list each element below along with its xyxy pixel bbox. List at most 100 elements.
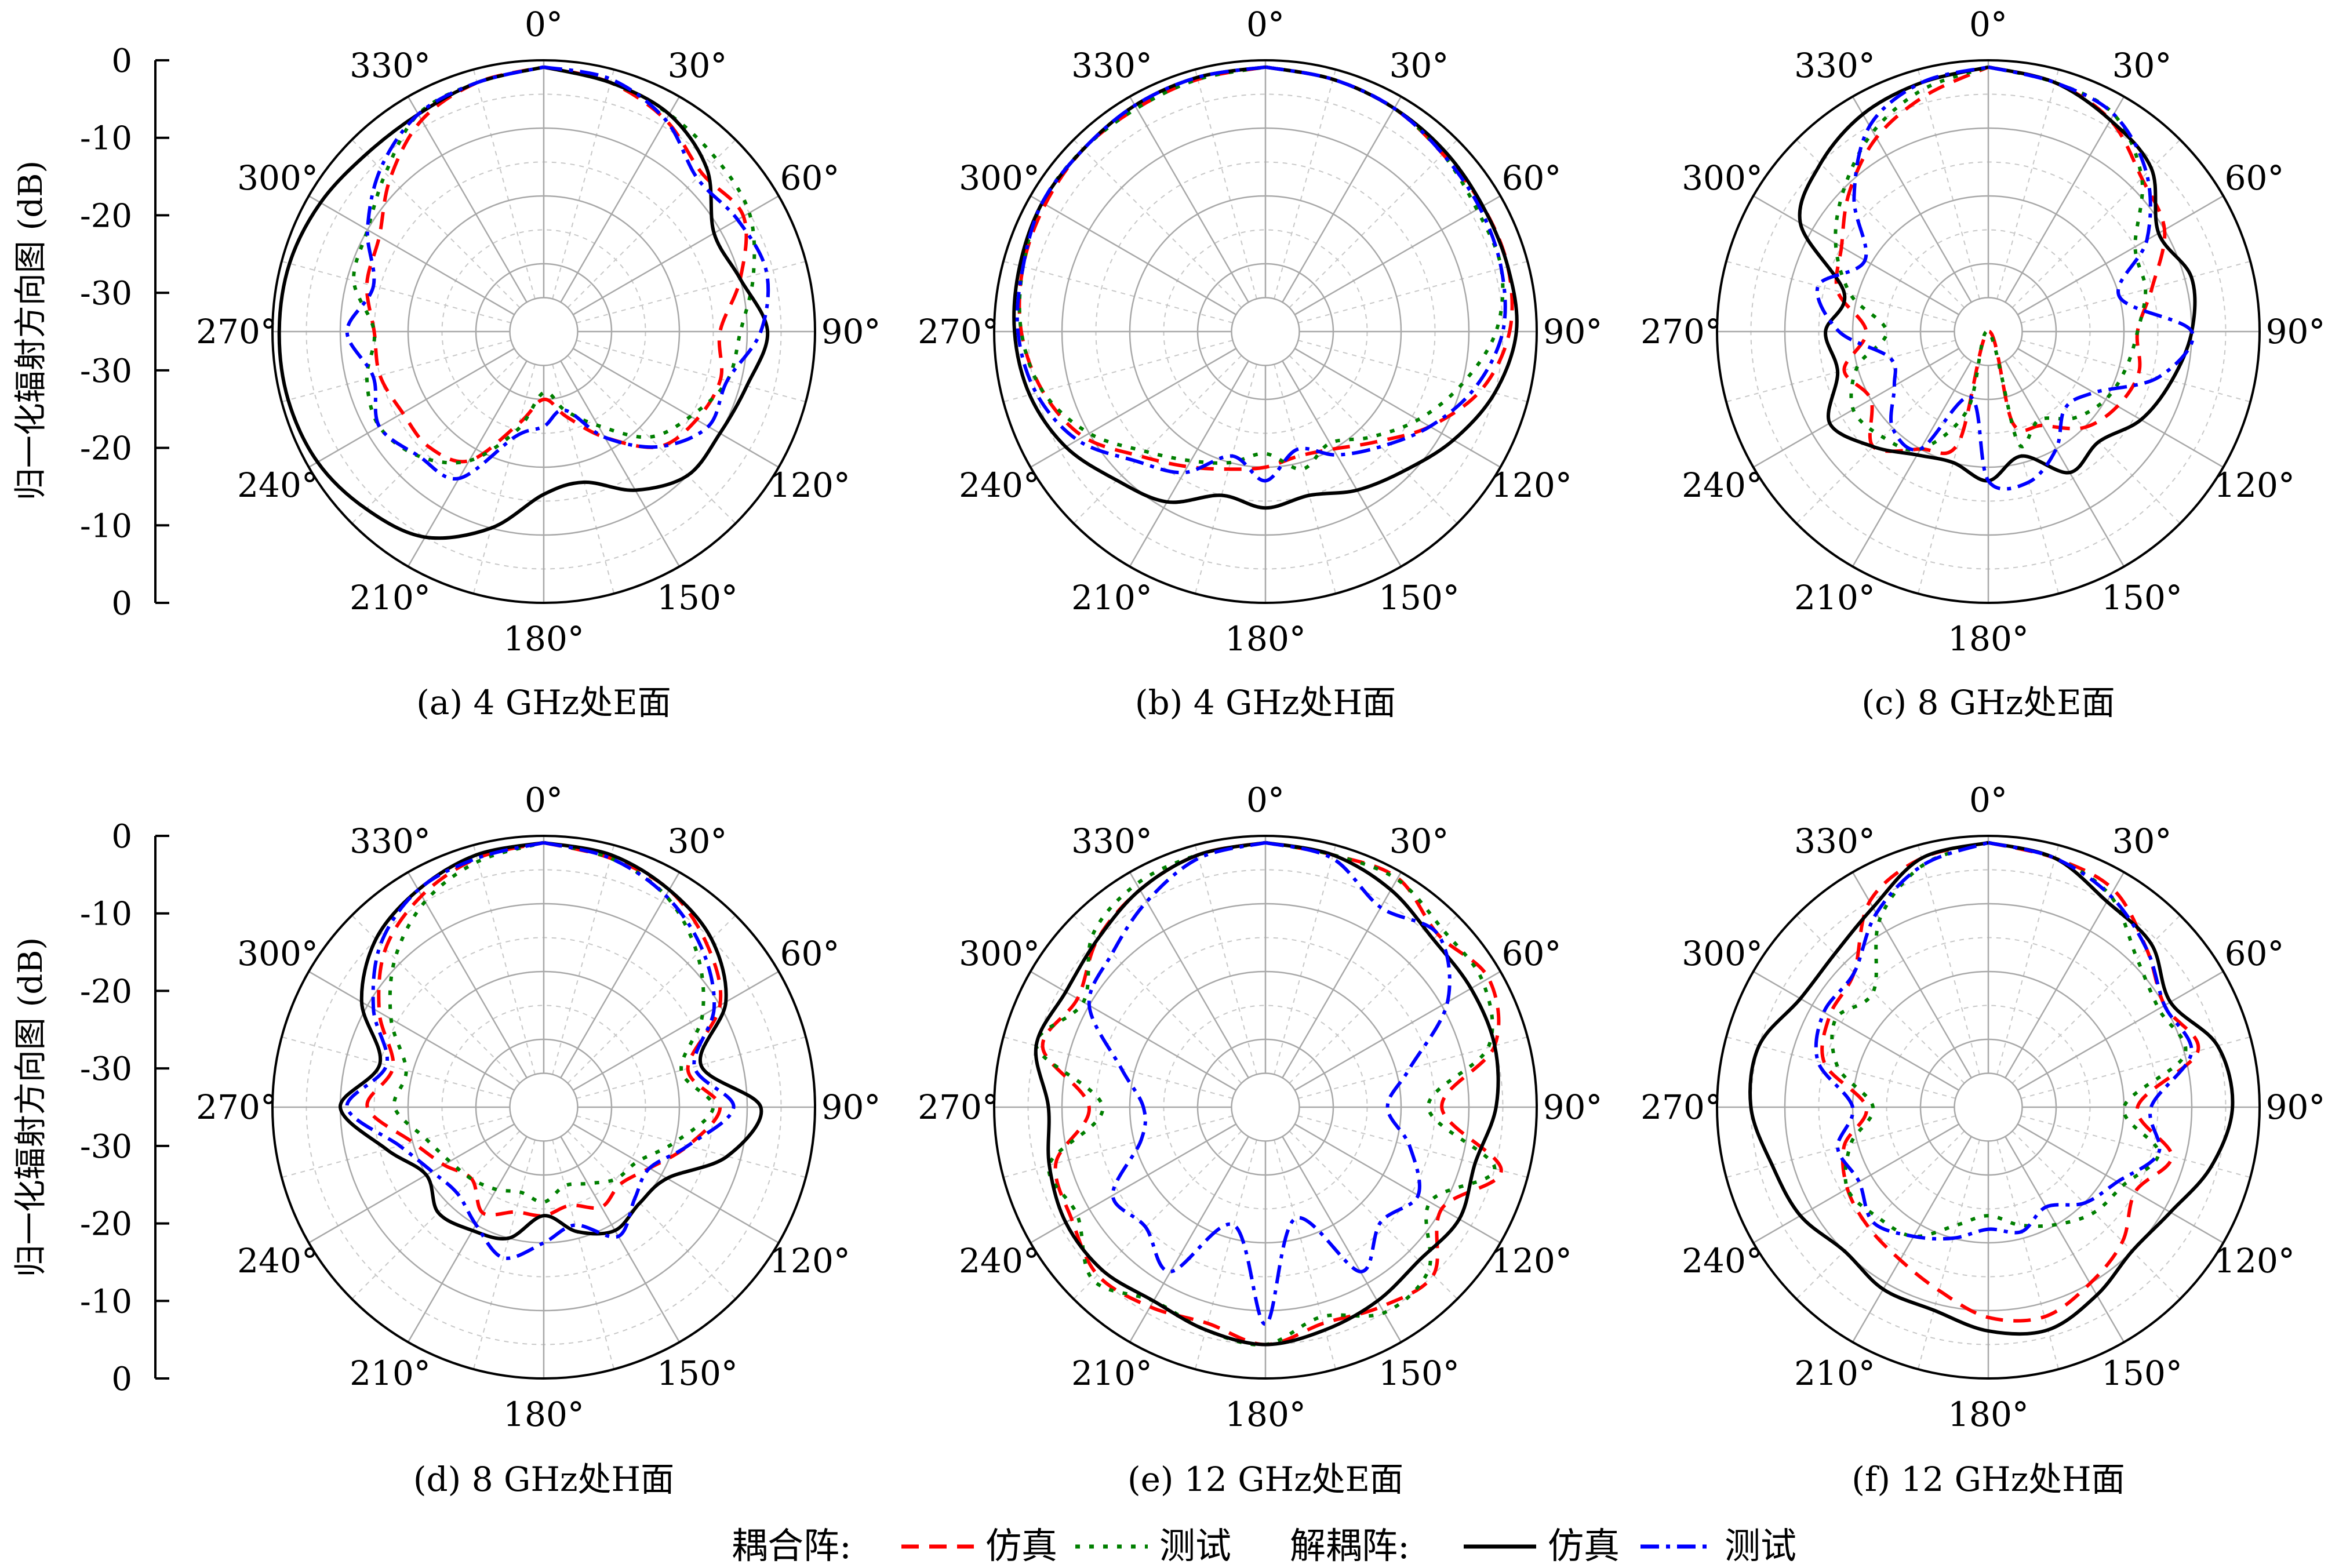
angle-label-0-f: 0°: [1969, 780, 2007, 820]
minor-grid-spoke: [1298, 260, 1528, 323]
inner-grid-circle: [509, 1072, 579, 1142]
legend-decoupled-meas-label: 测试: [1725, 1525, 1796, 1567]
angle-label-30-e: 30°: [1389, 821, 1449, 861]
minor-grid-spoke: [1194, 845, 1257, 1075]
major-grid-spoke: [308, 348, 515, 468]
major-grid-spoke: [1753, 1123, 1959, 1244]
angle-label-90-f: 90°: [2266, 1087, 2326, 1127]
angle-label-120-f: 120°: [2214, 1241, 2295, 1280]
angle-label-150-b: 150°: [1378, 578, 1460, 617]
major-grid-spoke: [1294, 348, 1501, 468]
series-decoupled-sim-e: [1034, 841, 1500, 1347]
series-coupled-sim-f: [1820, 841, 2200, 1323]
minor-grid-spoke: [1917, 1140, 1980, 1370]
legend-decoupled-label: 解耦阵:: [1290, 1525, 1410, 1567]
minor-grid-spoke: [351, 139, 521, 308]
major-grid-spoke: [1282, 1136, 1402, 1343]
angle-label-30-f: 30°: [2112, 821, 2172, 861]
angle-label-150-e: 150°: [1378, 1354, 1460, 1393]
radial-scale-bottom: 0 -10 -20 -30 -30 -20 -10 0: [80, 818, 169, 1398]
outer-border: [271, 59, 816, 604]
major-grid-spoke: [1282, 96, 1402, 303]
major-grid-spoke: [560, 1136, 681, 1343]
angle-label-90-e: 90°: [1543, 1087, 1603, 1127]
legend-coupled-meas-label: 测试: [1159, 1525, 1231, 1567]
polar-panel-f: 0° 30° 60° 90° 120° 150° 180° 210° 240° 270° 300° 3…: [1640, 780, 2325, 1434]
radial-tick-label: 0: [111, 42, 132, 80]
major-grid-spoke: [560, 96, 681, 303]
outer-border: [1716, 835, 2261, 1380]
minor-grid-spoke: [1726, 1115, 1956, 1178]
angle-label-300-a: 300°: [237, 158, 318, 198]
angle-label-150-f: 150°: [2101, 1354, 2182, 1393]
series-coupled-sim-c: [1834, 65, 2167, 456]
angle-label-270-e: 270°: [918, 1087, 999, 1127]
major-grid-spoke: [407, 96, 528, 303]
angle-label-210-e: 210°: [1071, 1354, 1152, 1393]
major-grid-spoke: [1294, 970, 1501, 1091]
major-grid-spoke: [1852, 361, 1972, 567]
radial-tick-label: -30: [80, 1050, 132, 1088]
angle-label-180-f: 180°: [1948, 1395, 2029, 1434]
legend-decoupled-sim-label: 仿真: [1548, 1525, 1620, 1567]
angle-label-330-c: 330°: [1794, 46, 1875, 85]
radial-tick-label: -20: [80, 973, 132, 1010]
y-axis-label-top: 归一化辐射方向图 (dB): [12, 161, 50, 501]
major-grid-spoke: [2017, 1123, 2224, 1244]
minor-grid-spoke: [576, 1036, 806, 1099]
minor-grid-spoke: [576, 260, 806, 323]
series-coupled-sim-d: [365, 841, 723, 1218]
radial-tick-label: -10: [80, 507, 132, 545]
minor-grid-spoke: [2021, 1036, 2251, 1099]
angle-label-210-f: 210°: [1794, 1354, 1875, 1393]
major-grid-spoke: [2005, 361, 2125, 567]
minor-grid-spoke: [472, 364, 536, 594]
outer-border: [271, 835, 816, 1380]
radial-tick-label: -20: [80, 430, 132, 468]
angle-label-0-a: 0°: [525, 5, 563, 44]
major-grid-spoke: [1282, 361, 1402, 567]
radial-tick-label: -30: [80, 352, 132, 390]
angle-label-240-d: 240°: [237, 1241, 318, 1280]
major-grid-spoke: [2017, 348, 2224, 468]
angle-label-210-b: 210°: [1071, 578, 1152, 617]
angle-label-300-b: 300°: [959, 158, 1040, 198]
minor-grid-spoke: [1796, 915, 1965, 1084]
minor-grid-spoke: [1289, 355, 1458, 524]
minor-grid-spoke: [1073, 915, 1242, 1084]
angle-label-300-f: 300°: [1682, 934, 1763, 973]
minor-grid-spoke: [1003, 1115, 1233, 1178]
minor-grid-spoke: [472, 1140, 536, 1370]
major-grid-spoke: [1282, 872, 1402, 1078]
angle-label-150-d: 150°: [657, 1354, 738, 1393]
angle-label-90-c: 90°: [2266, 312, 2326, 351]
angle-label-240-e: 240°: [959, 1241, 1040, 1280]
major-grid-spoke: [2017, 970, 2224, 1091]
major-grid-spoke: [560, 361, 681, 567]
radial-tick-label: -20: [80, 1206, 132, 1243]
angle-label-240-b: 240°: [959, 465, 1040, 505]
legend: 耦合阵: 仿真 测试 解耦阵: 仿真 测试: [732, 1525, 1796, 1567]
polar-panel-c: 0° 30° 60° 90° 120° 150° 180° 210° 240° 270° 300° 3…: [1640, 5, 2325, 659]
major-grid-spoke: [1852, 96, 1972, 303]
minor-grid-spoke: [552, 364, 615, 594]
series-decoupled-meas-f: [1814, 841, 2194, 1241]
angle-label-300-e: 300°: [959, 934, 1040, 973]
angle-label-90-a: 90°: [821, 312, 881, 351]
inner-grid-circle: [1954, 297, 2023, 366]
outer-border: [1716, 59, 2261, 604]
minor-grid-spoke: [1003, 260, 1233, 323]
minor-grid-spoke: [1289, 1130, 1458, 1300]
angle-label-90-d: 90°: [821, 1087, 881, 1127]
major-grid-spoke: [1030, 1123, 1236, 1244]
minor-grid-spoke: [1726, 340, 1956, 403]
minor-grid-spoke: [1274, 845, 1337, 1075]
outer-border: [993, 835, 1538, 1380]
series-coupled-meas-f: [1830, 841, 2188, 1239]
inner-grid-circle: [509, 297, 579, 366]
radial-tick-label: -10: [80, 1283, 132, 1320]
major-grid-spoke: [573, 348, 779, 468]
angle-label-330-a: 330°: [350, 46, 431, 85]
angle-label-270-d: 270°: [196, 1087, 277, 1127]
